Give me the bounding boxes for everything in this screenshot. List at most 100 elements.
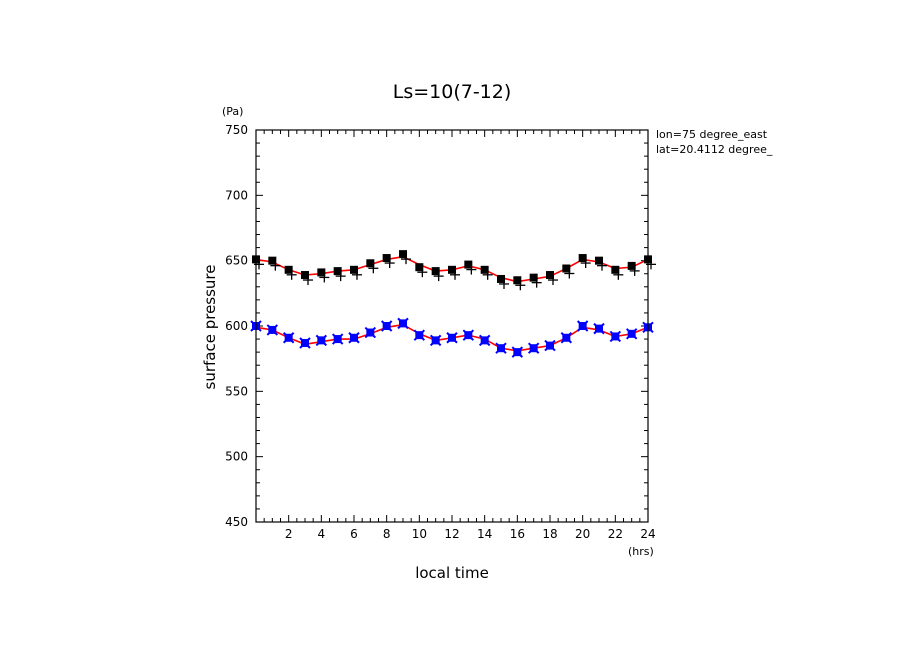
point-x-b [462, 329, 475, 341]
point-square [268, 256, 277, 265]
point-x-b [282, 332, 295, 344]
point-square [317, 268, 326, 277]
data-point [478, 334, 491, 347]
data-point [644, 255, 656, 270]
data-point [397, 317, 409, 330]
plot-frame [255, 129, 649, 523]
point-square [529, 273, 538, 282]
point-x-b [609, 330, 622, 343]
point-x-b [331, 333, 344, 345]
x-tick-label: 16 [510, 527, 525, 541]
point-x-b [593, 322, 605, 335]
point-square [284, 265, 293, 274]
point-square [431, 267, 440, 276]
x-tick-label: 4 [318, 527, 326, 541]
data-point [431, 267, 444, 282]
point-square [627, 261, 636, 270]
x-tick-label: 22 [608, 527, 623, 541]
data-point [380, 320, 393, 332]
y-tick-label: 600 [225, 319, 248, 333]
data-point [282, 332, 295, 344]
data-point [429, 334, 442, 347]
y-axis-label: surface pressure [201, 265, 219, 390]
point-square [366, 259, 375, 268]
y-tick-label: 550 [225, 384, 248, 398]
data-point [544, 339, 556, 352]
y-tick-label: 750 [225, 123, 248, 137]
x-tick-label: 6 [350, 527, 358, 541]
data-point [333, 267, 346, 282]
data-point [497, 274, 509, 289]
data-point [462, 329, 475, 341]
point-x-b [544, 339, 556, 352]
data-point [446, 332, 458, 344]
point-x-b [348, 332, 360, 344]
x-tick-label: 2 [285, 527, 293, 541]
x-tick-label: 18 [542, 527, 557, 541]
point-square [611, 265, 620, 274]
data-point [578, 254, 591, 269]
data-point [513, 276, 526, 291]
point-x-b [397, 317, 409, 330]
point-x-b [380, 320, 393, 332]
annotation-lat: lat=20.4112 degree_ [656, 143, 773, 156]
data-point [252, 255, 264, 270]
data-point [399, 250, 411, 265]
data-point [317, 268, 330, 283]
point-square [562, 264, 571, 273]
annotation-lon: lon=75 degree_east [656, 128, 768, 141]
data-point [595, 256, 607, 271]
axis-ticks: 2 4 6 8 10 12 14 16 18 20 22 2445050055060065070075… [225, 123, 656, 541]
point-x-b [495, 342, 507, 354]
point-x-b [413, 329, 426, 341]
point-square [350, 265, 358, 274]
x-axis-label: local time [415, 564, 489, 582]
data-point [546, 271, 558, 286]
y-tick-label: 500 [225, 450, 248, 464]
point-x-b [266, 324, 279, 336]
point-square [333, 267, 342, 276]
data-point [480, 265, 493, 280]
data-point [529, 273, 542, 288]
data-point [315, 334, 328, 347]
data-point [627, 261, 640, 276]
point-square [399, 250, 407, 259]
point-x-b [446, 332, 458, 344]
point-square [382, 254, 391, 263]
point-square [546, 271, 554, 280]
point-square [415, 263, 424, 272]
data-point [495, 342, 507, 354]
data-point [562, 264, 575, 279]
data-point [527, 342, 540, 354]
plot-area [250, 250, 656, 358]
point-square [464, 260, 473, 269]
data-point [576, 320, 589, 332]
x-unit: (hrs) [628, 545, 654, 558]
data-point [611, 265, 624, 280]
x-tick-label: 24 [640, 527, 655, 541]
data-point [382, 254, 395, 269]
data-point [266, 324, 279, 336]
x-tick-label: 14 [477, 527, 492, 541]
point-square [578, 254, 587, 263]
data-point [609, 330, 622, 343]
point-x-b [560, 332, 573, 344]
data-point [366, 259, 379, 274]
point-square [448, 265, 456, 274]
y-tick-label: 450 [225, 515, 248, 529]
data-point [348, 332, 360, 344]
point-x-b [625, 328, 638, 340]
point-x-b [315, 334, 328, 347]
point-square [595, 256, 603, 265]
point-x-b [527, 342, 540, 354]
point-x-b [576, 320, 589, 332]
x-tick-label: 20 [575, 527, 590, 541]
point-x-b [299, 337, 311, 349]
point-x-b [364, 326, 377, 339]
data-point [284, 265, 297, 280]
data-point [593, 322, 605, 335]
data-point [413, 329, 426, 341]
data-point [625, 328, 638, 340]
data-point [464, 260, 477, 275]
